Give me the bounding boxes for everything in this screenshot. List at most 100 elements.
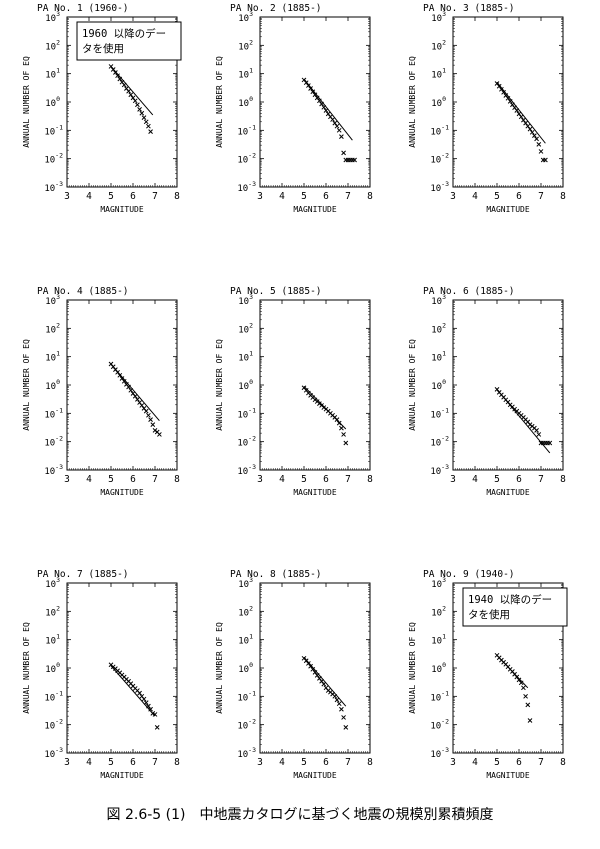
x-axis-label: MAGNITUDE: [100, 488, 144, 497]
x-tick-label: 7: [152, 191, 158, 202]
y-tick-label: 10-1: [237, 689, 256, 703]
y-tick-label: 101: [45, 350, 60, 364]
y-tick-label: 102: [431, 321, 446, 335]
chart-title: PA No. 8 (1885-): [230, 569, 322, 580]
chart-panel-4: PA No. 4 (1885-) 10-3 10-2 10-1 100 101 102 103…: [22, 286, 180, 497]
y-tick-label: 10-2: [237, 435, 256, 449]
x-tick-label: 8: [174, 191, 180, 202]
x-tick-label: 5: [301, 474, 307, 485]
data-point: [525, 123, 531, 129]
y-tick-label: 102: [45, 604, 60, 618]
x-tick-label: 4: [472, 474, 478, 485]
x-tick-label: 3: [450, 191, 456, 202]
x-axis-label: MAGNITUDE: [293, 771, 337, 780]
data-point: [139, 403, 145, 408]
data-point: [516, 111, 522, 117]
x-tick-label: 4: [86, 474, 92, 485]
x-tick-label: 3: [257, 757, 263, 768]
fit-line: [110, 665, 156, 717]
x-axis-label: MAGNITUDE: [293, 205, 337, 214]
data-point: [332, 120, 338, 126]
chart-panel-6: PA No. 6 (1885-) 10-3 10-2 10-1 100 101 102 103…: [408, 286, 566, 497]
data-point: [507, 99, 513, 104]
data-point: [132, 98, 138, 104]
x-axis-label: MAGNITUDE: [293, 488, 337, 497]
fit-line: [303, 656, 347, 707]
x-tick-label: 5: [301, 757, 307, 768]
data-point: [336, 701, 342, 707]
x-tick-label: 6: [516, 191, 522, 202]
y-tick-label: 10-3: [430, 180, 449, 194]
x-tick-label: 3: [64, 474, 70, 485]
y-tick-label: 10-1: [430, 123, 449, 137]
y-tick-label: 10-1: [44, 406, 63, 420]
data-point: [525, 702, 531, 708]
data-point: [518, 114, 524, 120]
y-tick-label: 103: [238, 576, 253, 590]
x-tick-label: 4: [279, 191, 285, 202]
data-point: [330, 117, 335, 122]
data-point: [325, 111, 331, 117]
x-tick-label: 7: [345, 474, 351, 485]
y-tick-label: 101: [238, 633, 253, 647]
data-point: [341, 715, 346, 720]
x-tick-label: 8: [367, 757, 373, 768]
data-point: [321, 681, 327, 687]
y-tick-label: 102: [45, 321, 60, 335]
y-tick-label: 10-2: [44, 435, 63, 449]
x-tick-label: 4: [279, 757, 285, 768]
y-tick-label: 10-1: [237, 406, 256, 420]
y-tick-label: 10-1: [430, 406, 449, 420]
y-axis-label: ANNUAL NUMBER OF EQ: [215, 339, 224, 431]
data-point: [154, 725, 160, 730]
x-tick-label: 7: [538, 191, 544, 202]
data-point: [314, 95, 320, 101]
x-tick-label: 7: [152, 474, 158, 485]
data-point: [494, 387, 500, 392]
y-tick-label: 10-2: [44, 718, 63, 732]
y-tick-label: 10-1: [237, 123, 256, 137]
x-axis-label: MAGNITUDE: [486, 771, 530, 780]
data-point: [141, 696, 147, 702]
data-point: [310, 89, 316, 95]
note-box: [462, 587, 568, 627]
chart-grid: PA No. 1 (1960-) 10-3 10-2 10-1 100 101 102 103…: [22, 3, 568, 780]
x-tick-label: 5: [108, 191, 114, 202]
x-axis-label: MAGNITUDE: [100, 771, 144, 780]
data-point: [527, 126, 533, 132]
x-tick-label: 8: [367, 474, 373, 485]
data-point: [339, 425, 344, 431]
x-tick-label: 5: [494, 191, 500, 202]
data-point: [146, 412, 151, 418]
data-point: [148, 129, 153, 134]
data-point: [132, 393, 138, 399]
data-point: [336, 127, 342, 133]
y-tick-label: 103: [431, 10, 446, 24]
x-tick-label: 8: [174, 474, 180, 485]
data-point: [128, 387, 134, 393]
data-point: [538, 149, 544, 154]
x-tick-label: 8: [560, 757, 566, 768]
data-point: [148, 706, 153, 712]
figure-caption: 図 2.6-5 (1) 中地震カタログに基づく地震の規模別累積頻度: [106, 807, 494, 823]
chart-title: PA No. 1 (1960-): [37, 3, 129, 14]
x-tick-label: 6: [130, 474, 136, 485]
data-point: [523, 693, 528, 699]
chart-title: PA No. 5 (1885-): [230, 286, 322, 297]
x-tick-label: 4: [86, 191, 92, 202]
x-axis-label: MAGNITUDE: [486, 488, 530, 497]
note-text: 1940 以降のデータを使用: [468, 593, 552, 621]
x-tick-label: 3: [64, 757, 70, 768]
y-tick-label: 103: [431, 293, 446, 307]
x-tick-label: 5: [494, 757, 500, 768]
data-point: [115, 369, 120, 375]
y-tick-label: 102: [431, 38, 446, 52]
chart-panel-5: PA No. 5 (1885-) 10-3 10-2 10-1 100 101 102 103…: [215, 286, 373, 497]
data-point: [534, 136, 539, 142]
chart-title: PA No. 4 (1885-): [37, 286, 129, 297]
y-tick-label: 100: [431, 95, 446, 109]
x-axis-label: MAGNITUDE: [100, 205, 144, 214]
y-tick-label: 100: [431, 378, 446, 392]
x-tick-label: 6: [130, 757, 136, 768]
data-point: [143, 119, 149, 125]
